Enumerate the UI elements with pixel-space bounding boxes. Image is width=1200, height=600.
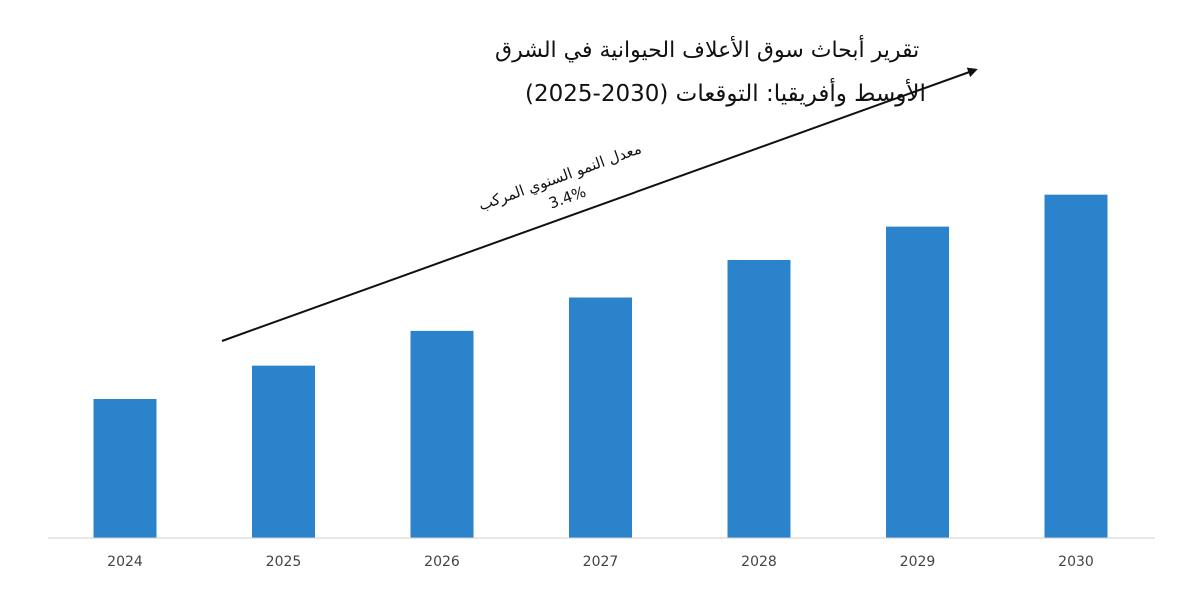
bar-2029 <box>886 226 949 538</box>
x-tick-label-2028: 2028 <box>741 554 777 570</box>
bar-2027 <box>569 297 632 538</box>
bar-2026 <box>410 330 474 538</box>
chart-title-line1: تقرير أبحاث سوق الأعلاف الحيوانية في الش… <box>495 35 919 63</box>
x-tick-label-2026: 2026 <box>424 554 460 570</box>
bar-2025 <box>252 365 315 538</box>
x-tick-label-2025: 2025 <box>266 554 302 570</box>
bar-2024 <box>93 399 157 538</box>
bars-group <box>93 194 1108 539</box>
bar-2028 <box>727 260 791 538</box>
x-tick-label-2029: 2029 <box>900 554 936 570</box>
trend-arrow <box>221 67 978 342</box>
x-tick-labels: 2024 2025 2026 2027 2028 2029 2030 <box>107 554 1094 570</box>
chart-title-line2: الأوسط وأفريقيا: التوقعات (2030-2025) <box>525 78 926 107</box>
x-tick-label-2027: 2027 <box>583 554 619 570</box>
bar-2030 <box>1044 194 1108 539</box>
x-tick-label-2030: 2030 <box>1058 554 1094 570</box>
x-tick-label-2024: 2024 <box>107 554 143 570</box>
cagr-annotation: معدل النمو السنوي المركب 3.4% <box>476 139 644 215</box>
